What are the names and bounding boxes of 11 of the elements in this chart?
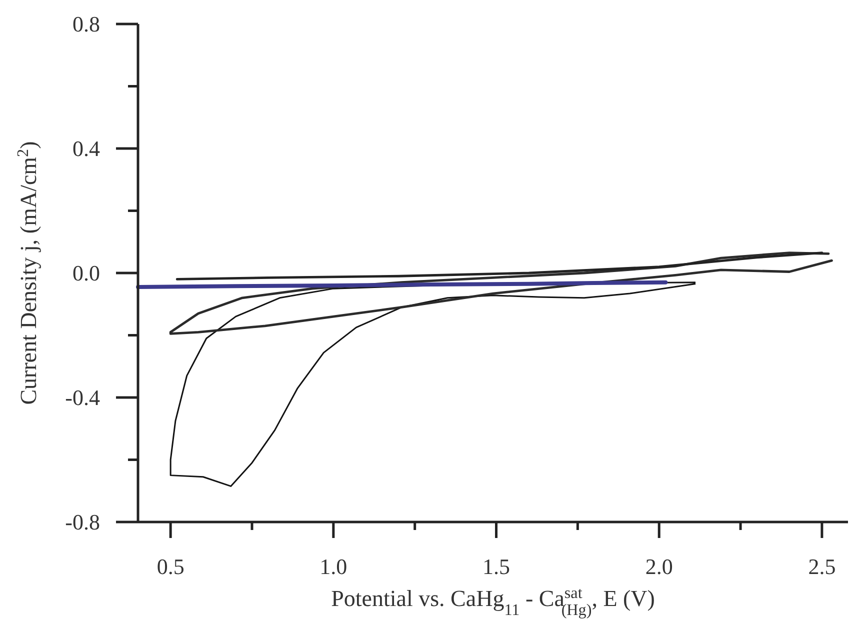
y-tick-label: -0.4: [65, 385, 100, 410]
y-tick-label: 0.4: [72, 136, 100, 162]
y-tick-label: 0.8: [72, 12, 100, 37]
x-axis-title: Potential vs. CaHg$_{11}$ - Ca$^{sat}$$_{(Hg)}$, E (V): [331, 584, 655, 618]
y-tick-label: 0.0: [72, 260, 100, 286]
x-tick-label: 1.0: [320, 554, 348, 579]
x-tick-label: 2.5: [808, 554, 836, 579]
x-tick-label: 1.5: [482, 554, 510, 579]
y-tick-label: -0.8: [65, 510, 100, 535]
x-tick-label: 0.5: [156, 554, 184, 579]
x-tick-label: 2.0: [645, 554, 673, 579]
